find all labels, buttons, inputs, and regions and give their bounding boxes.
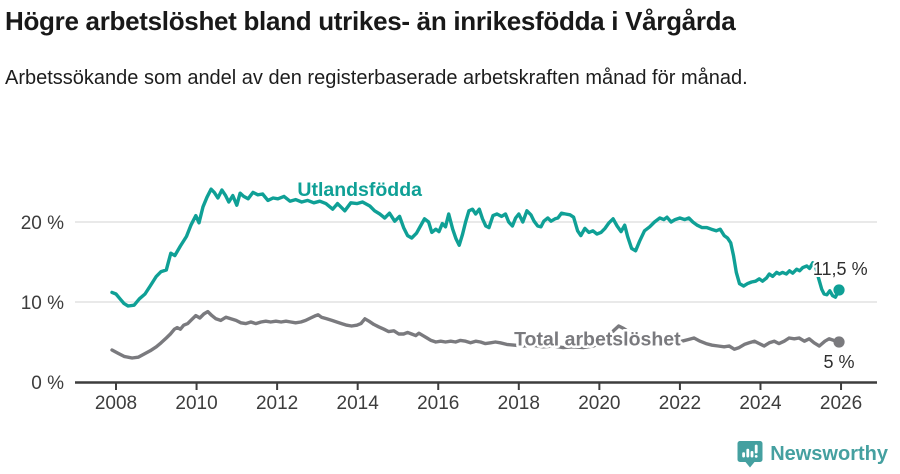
series-end-dot-utlandsfodda: [833, 284, 845, 296]
x-axis-tick-label: 2018: [498, 393, 540, 414]
x-axis-tick-label: 2024: [739, 393, 782, 414]
series-line-utlandsfodda: [110, 187, 841, 308]
end-value-label-utlandsfodda: 11,5 %: [813, 259, 868, 279]
x-axis-tick-label: 2012: [256, 393, 298, 414]
page-title: Högre arbetslöshet bland utrikes- än inr…: [5, 6, 736, 36]
x-axis-tick-label: 2008: [95, 393, 137, 414]
x-axis-tick-label: 2020: [578, 393, 620, 414]
x-axis-tick-label: 2022: [659, 393, 701, 414]
y-axis-tick-label: 20 %: [21, 213, 64, 234]
x-axis-tick-label: 2014: [337, 393, 380, 414]
brand-name: Newsworthy: [770, 442, 888, 465]
footer-brand: Newsworthy: [737, 440, 888, 468]
y-axis-tick-label: 10 %: [21, 293, 64, 314]
newsworthy-logo-icon: [737, 441, 763, 468]
series-label-total: Total arbetslöshet: [514, 328, 681, 350]
series-end-dot-total: [833, 336, 845, 348]
y-axis-tick-label: 0 %: [31, 373, 64, 394]
x-axis-tick-label: 2016: [417, 393, 459, 414]
series-label-utlandsfodda: Utlandsfödda: [297, 179, 422, 201]
series-line-total: [110, 309, 841, 360]
x-axis-tick-label: 2010: [175, 393, 217, 414]
end-value-label-total: 5 %: [824, 352, 855, 372]
chart-subtitle: Arbetssökande som andel av den registerb…: [5, 67, 748, 89]
x-axis-tick-label: 2026: [820, 393, 862, 414]
